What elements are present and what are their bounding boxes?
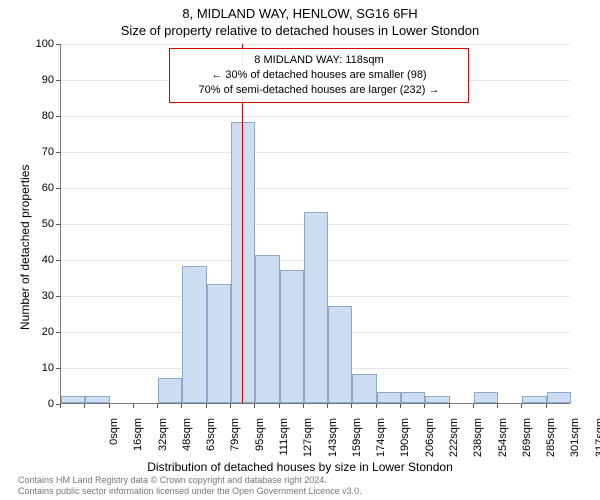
xtick-mark [254, 404, 255, 408]
ytick-label: 60 [42, 182, 54, 194]
xtick-label: 32sqm [157, 418, 169, 468]
xtick-mark [109, 404, 110, 408]
ytick-label: 80 [42, 110, 54, 122]
xtick-label: 79sqm [229, 418, 241, 468]
xtick-label: 111sqm [278, 418, 290, 468]
histogram-bar [231, 122, 255, 403]
xtick-mark [400, 404, 401, 408]
xtick-mark [206, 404, 207, 408]
ytick-mark [56, 224, 60, 225]
ytick-mark [56, 44, 60, 45]
annotation-line1: 8 MIDLAND WAY: 118sqm [178, 53, 460, 68]
xtick-label: 16sqm [132, 418, 144, 468]
xtick-mark [303, 404, 304, 408]
xtick-label: 143sqm [327, 418, 339, 468]
histogram-bar [425, 396, 449, 403]
annotation-box: 8 MIDLAND WAY: 118sqm← 30% of detached h… [169, 48, 469, 103]
xtick-label: 285sqm [545, 418, 557, 468]
ytick-label: 90 [42, 74, 54, 86]
footer-line1: Contains HM Land Registry data © Crown c… [18, 475, 362, 486]
xtick-label: 190sqm [399, 418, 411, 468]
xtick-mark [546, 404, 547, 408]
histogram-bar [207, 284, 231, 403]
ytick-label: 10 [42, 362, 54, 374]
xtick-label: 95sqm [254, 418, 266, 468]
ytick-label: 70 [42, 146, 54, 158]
xtick-mark [351, 404, 352, 408]
xtick-mark [279, 404, 280, 408]
annotation-line3: 70% of semi-detached houses are larger (… [178, 83, 460, 98]
histogram-bar [182, 266, 206, 403]
ytick-mark [56, 188, 60, 189]
xtick-mark [327, 404, 328, 408]
histogram-bar [401, 392, 425, 403]
xtick-label: 301sqm [569, 418, 581, 468]
histogram-bar [61, 396, 85, 403]
xtick-mark [473, 404, 474, 408]
footer-line2: Contains public sector information licen… [18, 486, 362, 497]
histogram-bar [547, 392, 571, 403]
ytick-mark [56, 296, 60, 297]
gridline [61, 44, 570, 45]
xtick-mark [133, 404, 134, 408]
x-axis-label: Distribution of detached houses by size … [0, 460, 600, 474]
xtick-label: 174sqm [375, 418, 387, 468]
xtick-mark [376, 404, 377, 408]
gridline [61, 116, 570, 117]
histogram-bar [85, 396, 109, 403]
gridline [61, 188, 570, 189]
ytick-label: 0 [48, 398, 54, 410]
xtick-label: 0sqm [108, 418, 120, 468]
xtick-label: 317sqm [594, 418, 600, 468]
xtick-mark [521, 404, 522, 408]
footer-attribution: Contains HM Land Registry data © Crown c… [18, 475, 362, 498]
xtick-label: 222sqm [448, 418, 460, 468]
histogram-bar [328, 306, 352, 403]
ytick-mark [56, 80, 60, 81]
histogram-bar [474, 392, 498, 403]
xtick-mark [60, 404, 61, 408]
ytick-mark [56, 152, 60, 153]
annotation-line2: ← 30% of detached houses are smaller (98… [178, 68, 460, 83]
xtick-mark [181, 404, 182, 408]
ytick-label: 20 [42, 326, 54, 338]
ytick-mark [56, 116, 60, 117]
xtick-mark [157, 404, 158, 408]
xtick-label: 159sqm [351, 418, 363, 468]
xtick-mark [497, 404, 498, 408]
histogram-bar [377, 392, 401, 403]
histogram-bar [255, 255, 279, 403]
histogram-bar [280, 270, 304, 403]
histogram-bar [304, 212, 328, 403]
xtick-mark [449, 404, 450, 408]
chart-title-line1: 8, MIDLAND WAY, HENLOW, SG16 6FH [0, 0, 600, 21]
xtick-label: 269sqm [521, 418, 533, 468]
ytick-mark [56, 368, 60, 369]
xtick-label: 206sqm [424, 418, 436, 468]
histogram-bar [352, 374, 376, 403]
ytick-label: 40 [42, 254, 54, 266]
histogram-bar [158, 378, 182, 403]
xtick-label: 63sqm [205, 418, 217, 468]
y-axis-label: Number of detached properties [18, 165, 32, 330]
xtick-label: 254sqm [497, 418, 509, 468]
xtick-mark [84, 404, 85, 408]
xtick-label: 48sqm [181, 418, 193, 468]
plot-area: 8 MIDLAND WAY: 118sqm← 30% of detached h… [60, 44, 570, 404]
ytick-label: 100 [36, 38, 54, 50]
chart-title-line2: Size of property relative to detached ho… [0, 21, 600, 38]
xtick-label: 238sqm [472, 418, 484, 468]
ytick-label: 50 [42, 218, 54, 230]
ytick-mark [56, 260, 60, 261]
histogram-bar [522, 396, 546, 403]
ytick-label: 30 [42, 290, 54, 302]
xtick-label: 127sqm [302, 418, 314, 468]
xtick-mark [230, 404, 231, 408]
xtick-mark [424, 404, 425, 408]
gridline [61, 152, 570, 153]
ytick-mark [56, 332, 60, 333]
